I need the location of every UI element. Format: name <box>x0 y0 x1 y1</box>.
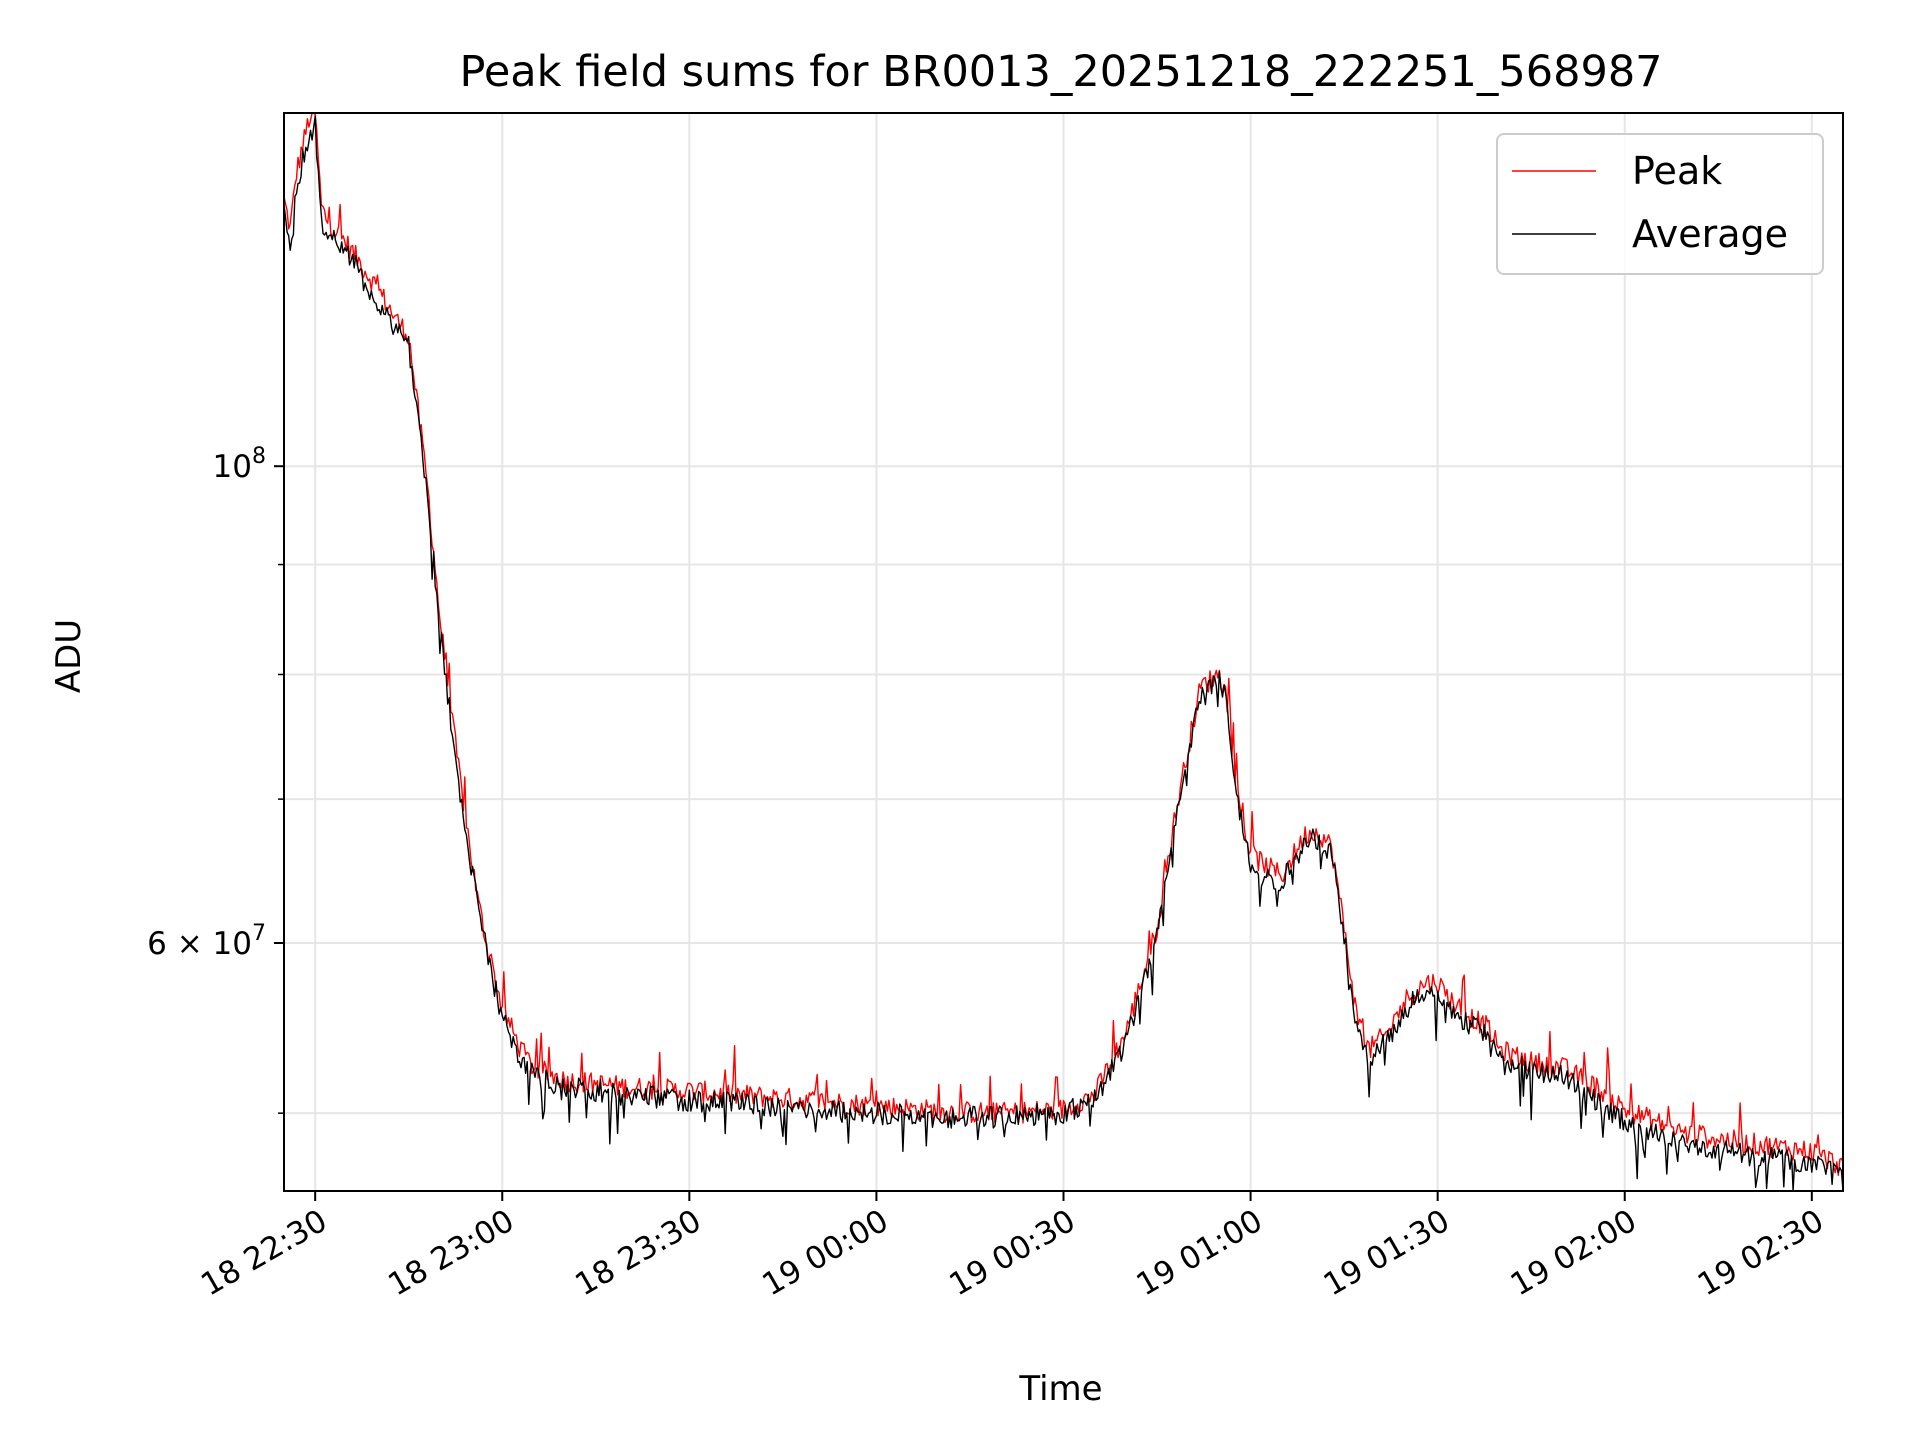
chart-title: Peak field sums for BR0013_20251218_2222… <box>459 47 1662 97</box>
legend-label-average: Average <box>1632 212 1788 256</box>
series-layer <box>283 112 1844 1192</box>
legend: Peak Average <box>1496 133 1824 275</box>
y-tick-label: 6 × 107 <box>147 921 266 962</box>
series-line-average <box>283 115 1844 1192</box>
grid <box>284 113 1843 1191</box>
legend-box <box>1496 133 1824 275</box>
y-axis-label: ADU <box>49 619 89 693</box>
series-line-peak <box>283 112 1844 1177</box>
y-tick-label: 108 <box>213 444 266 485</box>
legend-label-peak: Peak <box>1632 149 1722 193</box>
x-axis-label: Time <box>1018 1369 1102 1409</box>
